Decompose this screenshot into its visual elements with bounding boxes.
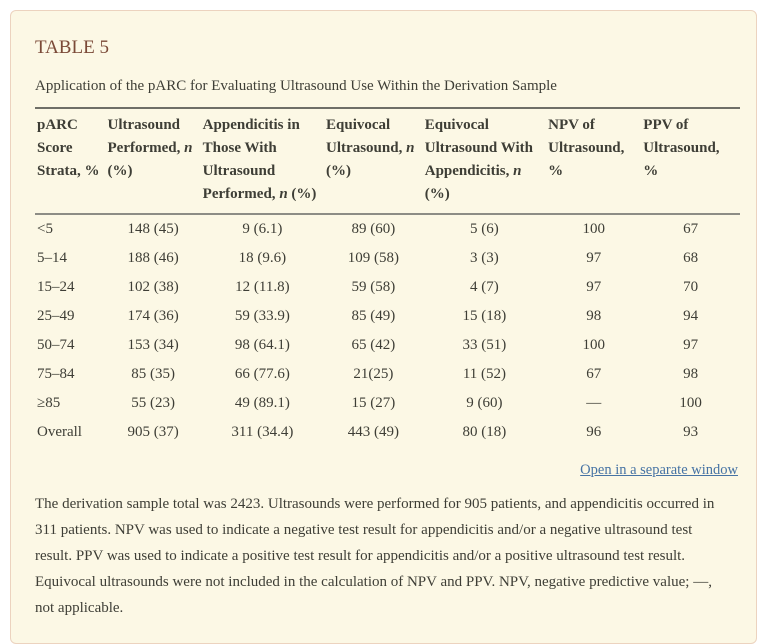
data-cell: 67 bbox=[586, 366, 602, 382]
data-cell: 59 (58) bbox=[351, 279, 396, 295]
data-cell: 18 (9.6) bbox=[238, 250, 287, 266]
data-cell: 4 (7) bbox=[470, 279, 499, 295]
col-header-ultrasound-performed: Ultrasound Performed, n (%) bbox=[105, 108, 201, 215]
data-cell: 9 (6.1) bbox=[242, 221, 283, 237]
data-cell: 11 (52) bbox=[462, 366, 507, 382]
table-title: TABLE 5 bbox=[35, 37, 109, 58]
data-cell: 9 (60) bbox=[466, 395, 503, 411]
data-cell: 93 bbox=[683, 424, 699, 440]
col-header-appendicitis-with-ultrasound: Appendicitis in Those With Ultrasound Pe… bbox=[200, 108, 325, 215]
data-cell: 49 (89.1) bbox=[234, 395, 290, 411]
data-cell: 89 (60) bbox=[351, 221, 396, 237]
row-label-cell: 25–49 bbox=[37, 308, 75, 324]
data-cell: 443 (49) bbox=[347, 424, 400, 440]
table-row: 50–74 153 (34) 98 (64.1) 65 (42) 33 (51) 100 9… bbox=[35, 331, 740, 360]
row-label-cell: 50–74 bbox=[37, 337, 75, 353]
col-header-equivocal-ultrasound: Equivocal Ultrasound, n (%) bbox=[324, 108, 423, 215]
col-header-npv: NPV of Ultrasound, % bbox=[546, 108, 642, 215]
data-cell: 85 (35) bbox=[131, 366, 175, 382]
data-cell: 15 (27) bbox=[351, 395, 396, 411]
data-cell: 12 (11.8) bbox=[235, 279, 290, 295]
table-header: pARC Score Strata, % Ultrasound Performe… bbox=[35, 108, 740, 215]
page: TABLE 5 Application of the pARC for Eval… bbox=[10, 10, 757, 644]
data-cell: 100 bbox=[679, 395, 702, 411]
data-cell: 97 bbox=[586, 279, 602, 295]
col-header-ppv: PPV of Ultrasound, % bbox=[641, 108, 740, 215]
data-cell: 65 (42) bbox=[351, 337, 396, 353]
table-card: TABLE 5 Application of the pARC for Eval… bbox=[10, 10, 757, 644]
data-cell: 67 bbox=[683, 221, 699, 237]
data-cell: 311 (34.4) bbox=[231, 424, 294, 440]
col-header-parc-score-strata: pARC Score Strata, % bbox=[35, 108, 106, 215]
data-cell: 68 bbox=[683, 250, 699, 266]
table-footnote: The derivation sample total was 2423. Ul… bbox=[35, 496, 715, 616]
row-label-cell: ≥85 bbox=[37, 395, 61, 411]
data-cell: 100 bbox=[582, 337, 605, 353]
table-row: <5 148 (45) 9 (6.1) 89 (60) 5 (6) 100 67 bbox=[35, 214, 740, 244]
data-cell: 100 bbox=[582, 221, 605, 237]
data-cell: 98 bbox=[683, 366, 699, 382]
table-row: 5–14 188 (46) 18 (9.6) 109 (58) 3 (3) 97 68 bbox=[35, 244, 740, 273]
data-cell: 15 (18) bbox=[462, 308, 507, 324]
header-row: pARC Score Strata, % Ultrasound Performe… bbox=[35, 108, 740, 215]
data-cell: 97 bbox=[683, 337, 699, 353]
data-cell: 109 (58) bbox=[347, 250, 400, 266]
data-cell: 59 (33.9) bbox=[234, 308, 290, 324]
data-cell: 148 (45) bbox=[127, 221, 179, 237]
data-cell: 85 (49) bbox=[351, 308, 396, 324]
data-table: pARC Score Strata, % Ultrasound Performe… bbox=[35, 107, 740, 447]
data-cell: 33 (51) bbox=[462, 337, 507, 353]
data-cell: 153 (34) bbox=[127, 337, 179, 353]
table-row: 15–24 102 (38) 12 (11.8) 59 (58) 4 (7) 97 70 bbox=[35, 273, 740, 302]
row-label-cell: 75–84 bbox=[37, 366, 75, 382]
data-cell: 98 bbox=[586, 308, 602, 324]
table-caption: Application of the pARC for Evaluating U… bbox=[35, 78, 557, 94]
data-cell: 96 bbox=[586, 424, 602, 440]
data-cell: 905 (37) bbox=[127, 424, 179, 440]
data-cell: 80 (18) bbox=[462, 424, 507, 440]
data-cell: 55 (23) bbox=[131, 395, 175, 411]
row-label-cell: <5 bbox=[37, 221, 53, 237]
row-label-cell: 5–14 bbox=[37, 250, 67, 266]
open-separate-window-link[interactable]: Open in a separate window bbox=[580, 462, 738, 478]
table-row: ≥85 55 (23) 49 (89.1) 15 (27) 9 (60) — 100 bbox=[35, 389, 740, 418]
data-cell: 98 (64.1) bbox=[234, 337, 290, 353]
table-row: 75–84 85 (35) 66 (77.6) 21(25) 11 (52) 67 98 bbox=[35, 360, 740, 389]
data-cell: 102 (38) bbox=[127, 279, 179, 295]
data-cell: 174 (36) bbox=[127, 308, 179, 324]
data-cell: 5 (6) bbox=[470, 221, 499, 237]
data-cell: 21(25) bbox=[353, 366, 394, 382]
row-label-cell: Overall bbox=[37, 424, 82, 440]
data-cell: 3 (3) bbox=[470, 250, 499, 266]
data-cell: — bbox=[586, 395, 602, 411]
data-cell: 70 bbox=[683, 279, 699, 295]
link-row: Open in a separate window bbox=[35, 461, 738, 479]
table-row: 25–49 174 (36) 59 (33.9) 85 (49) 15 (18) 98 94 bbox=[35, 302, 740, 331]
table-body: <5 148 (45) 9 (6.1) 89 (60) 5 (6) 100 67 5–14 18… bbox=[35, 214, 740, 447]
data-cell: 66 (77.6) bbox=[234, 366, 290, 382]
data-cell: 97 bbox=[586, 250, 602, 266]
table-row: Overall 905 (37) 311 (34.4) 443 (49) 80 (18)… bbox=[35, 418, 740, 447]
col-header-equivocal-with-appendicitis: Equivocal Ultrasound With Appendicitis, … bbox=[422, 108, 547, 215]
row-label-cell: 15–24 bbox=[37, 279, 75, 295]
data-cell: 188 (46) bbox=[127, 250, 179, 266]
data-cell: 94 bbox=[683, 308, 699, 324]
